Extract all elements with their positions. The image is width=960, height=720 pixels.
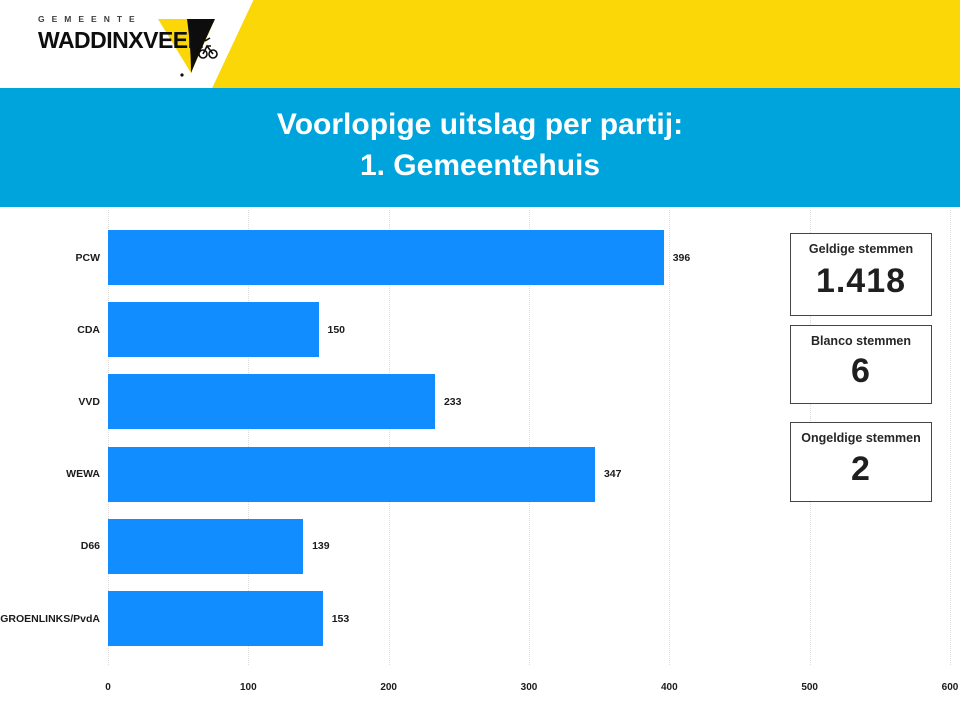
bar-vvd bbox=[108, 374, 435, 430]
category-label-vvd: VVD bbox=[78, 395, 100, 408]
stat-box-blanco-stemmen: Blanco stemmen 6 bbox=[790, 325, 932, 404]
category-label-groenlinks-pvda: GROENLINKS/PvdA bbox=[0, 612, 100, 625]
stat-label: Geldige stemmen bbox=[808, 242, 914, 256]
yellow-diagonal-shape bbox=[212, 0, 960, 88]
stat-label: Ongeldige stemmen bbox=[801, 431, 921, 445]
bar-pcw bbox=[108, 230, 664, 285]
stat-label: Blanco stemmen bbox=[810, 334, 912, 348]
gridline-200 bbox=[388, 210, 390, 665]
category-label-d66: D66 bbox=[80, 540, 100, 553]
value-label-pcw: 396 bbox=[672, 251, 691, 264]
x-axis-tick-300: 300 bbox=[520, 682, 538, 693]
bar-chart: 0 100 200 300 400 500 600 PCW 396 CDA 150 VVD 233 WEW… bbox=[0, 210, 960, 720]
logo-row: WADDINXVEEN bbox=[38, 19, 238, 77]
value-label-d66: 139 bbox=[312, 540, 330, 553]
gridline-400 bbox=[669, 210, 671, 665]
slide-title-line2: 1. Gemeentehuis bbox=[359, 149, 601, 182]
bar-cda bbox=[108, 302, 319, 358]
category-label-wewa: WEWA bbox=[66, 468, 100, 481]
stat-value: 2 bbox=[851, 449, 871, 488]
logo-gemeente-text: GEMEENTE bbox=[38, 14, 142, 24]
value-label-cda: 150 bbox=[327, 323, 346, 336]
stat-value: 1.418 bbox=[815, 262, 907, 300]
gridline-300 bbox=[529, 210, 530, 665]
x-axis-tick-500: 500 bbox=[801, 682, 818, 693]
stat-box-geldige-stemmen: Geldige stemmen 1.418 bbox=[790, 233, 932, 316]
category-label-pcw: PCW bbox=[75, 251, 101, 264]
bicycle-icon bbox=[198, 37, 218, 59]
value-label-groenlinks-pvda: 153 bbox=[331, 612, 350, 625]
category-label-cda: CDA bbox=[77, 323, 100, 336]
logo-triangle-sail-icon bbox=[158, 19, 218, 77]
top-band: GEMEENTE WADDINXVEEN bbox=[0, 0, 960, 88]
x-axis-tick-100: 100 bbox=[239, 682, 257, 693]
logo-wordmark: WADDINXVEEN bbox=[38, 27, 204, 53]
stat-box-ongeldige-stemmen: Ongeldige stemmen 2 bbox=[790, 422, 932, 502]
title-banner: Voorlopige uitslag per partij: 1. Gemeen… bbox=[0, 88, 960, 207]
waddinxveen-logo: GEMEENTE WADDINXVEEN bbox=[38, 14, 238, 77]
bar-wewa bbox=[108, 446, 595, 502]
x-axis-tick-200: 200 bbox=[380, 682, 397, 693]
x-axis-tick-400: 400 bbox=[660, 682, 678, 693]
gridline-600 bbox=[950, 210, 951, 665]
x-axis-tick-0: 0 bbox=[105, 682, 111, 693]
x-axis-tick-600: 600 bbox=[941, 682, 959, 693]
gridline-0 bbox=[108, 210, 109, 665]
bar-d66 bbox=[108, 518, 304, 574]
slide-title-line1: Voorlopige uitslag per partij: bbox=[276, 108, 684, 141]
stat-value: 6 bbox=[851, 352, 871, 390]
bar-groenlinks-pvda bbox=[108, 591, 323, 646]
gridline-100 bbox=[248, 210, 250, 665]
value-label-wewa: 347 bbox=[603, 468, 622, 481]
value-label-vvd: 233 bbox=[443, 395, 462, 408]
